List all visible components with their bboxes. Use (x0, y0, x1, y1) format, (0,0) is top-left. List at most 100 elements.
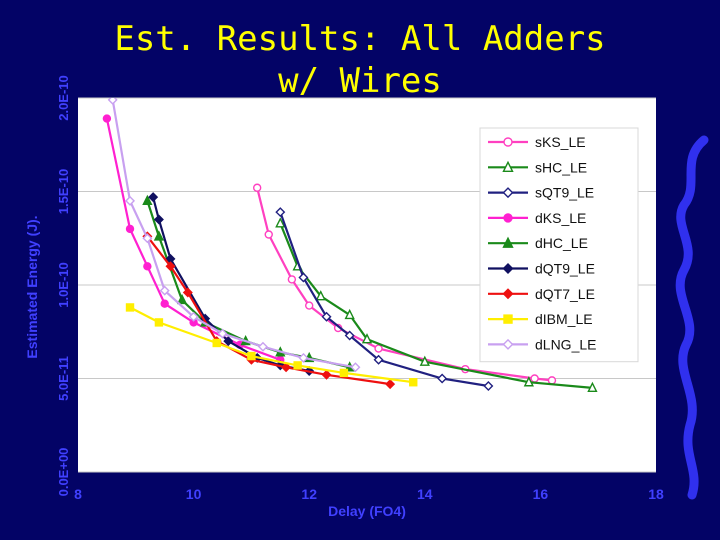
legend-item: dKS_LE (488, 210, 586, 226)
y-tick-label: 0.0E+00 (56, 448, 71, 497)
data-point (153, 214, 164, 225)
slide-title: Est. Results: All Adders w/ Wires (80, 18, 640, 102)
title-line-2: w/ Wires (278, 61, 442, 101)
data-point (315, 290, 326, 301)
data-point (143, 262, 152, 271)
legend-item: dIBM_LE (488, 311, 593, 327)
data-point (502, 338, 514, 350)
data-point (125, 195, 136, 206)
data-point (503, 213, 513, 223)
data-point (374, 344, 383, 353)
data-point (212, 338, 221, 348)
data-point (419, 355, 430, 366)
data-point (503, 137, 513, 147)
data-point (502, 263, 514, 274)
legend-label: dHC_LE (535, 235, 588, 251)
data-point (287, 275, 297, 284)
title-line-1: Est. Results: All Adders (114, 19, 606, 59)
data-point (148, 192, 159, 203)
data-point (385, 379, 396, 390)
legend-label: dLNG_LE (535, 336, 596, 352)
data-point (102, 114, 112, 123)
data-point (125, 224, 135, 234)
series-dks-le (102, 114, 285, 364)
data-point (344, 330, 355, 341)
tick-labels: 0.0E+00 5.0E-11 1.0E-10 1.5E-10 2.0E-10 8 10 12… (56, 75, 664, 502)
data-point (217, 328, 228, 339)
legend-label: sHC_LE (535, 159, 587, 175)
legend: sKS_LE sHC_LE sQT9_LE dKS_LE dHC_LE dQT9_LE dQ… (479, 127, 639, 363)
legend-item: sQT9_LE (488, 185, 594, 201)
y-axis-label: Estimated Energy (J). (24, 215, 40, 358)
data-point (142, 233, 153, 244)
legend-label: dQT9_LE (535, 261, 595, 277)
data-point (247, 351, 256, 361)
data-point (107, 98, 118, 105)
x-tick-label: 8 (74, 486, 82, 502)
legend-label: dQT7_LE (535, 286, 595, 302)
data-point (587, 381, 598, 393)
legend-item: sHC_LE (488, 159, 587, 175)
y-tick-label: 2.0E-10 (56, 75, 71, 121)
x-tick-label: 12 (301, 486, 317, 502)
data-point (502, 236, 514, 248)
x-tick-label: 16 (533, 486, 549, 502)
data-point (547, 376, 557, 385)
data-point (361, 333, 373, 344)
data-point (275, 217, 286, 228)
legend-item: sKS_LE (488, 134, 586, 150)
data-point (142, 194, 153, 206)
legend-label: dIBM_LE (535, 311, 593, 327)
y-tick-label: 1.0E-10 (56, 262, 71, 308)
data-point (223, 336, 234, 347)
data-point (321, 369, 332, 380)
data-point (275, 207, 286, 218)
legend-item: dHC_LE (488, 235, 588, 251)
data-point (160, 299, 169, 308)
legend-label: sQT9_LE (535, 185, 594, 201)
legend-label: sKS_LE (535, 134, 586, 150)
data-point (502, 288, 514, 300)
data-point (257, 341, 268, 352)
data-point (321, 311, 332, 322)
data-point (350, 362, 361, 373)
data-point (502, 187, 514, 199)
data-point (281, 362, 292, 373)
data-point (188, 311, 199, 322)
data-point (523, 376, 534, 387)
data-point (530, 374, 539, 383)
data-point (293, 361, 302, 370)
legend-item: dQT7_LE (488, 286, 595, 302)
data-point (154, 318, 164, 327)
series-sqt9-le (275, 207, 494, 391)
data-point (503, 314, 513, 324)
data-point (165, 261, 176, 272)
x-tick-label: 18 (648, 486, 664, 502)
series-dlng-le (107, 98, 361, 373)
data-point (502, 160, 514, 173)
data-point (159, 285, 170, 296)
data-point (176, 293, 188, 305)
x-tick-label: 10 (186, 486, 202, 502)
data-point (437, 373, 448, 384)
data-point (252, 183, 262, 192)
series-dibm-le (125, 303, 418, 387)
data-point (344, 308, 355, 320)
decorative-squiggle (675, 135, 709, 500)
data-point (483, 380, 494, 391)
legend-item: dQT9_LE (488, 261, 595, 277)
data-point (298, 272, 309, 283)
data-point (373, 354, 384, 365)
y-tick-label: 5.0E-11 (56, 356, 71, 401)
x-axis-label: Delay (FO4) (328, 503, 406, 519)
data-point (339, 368, 349, 378)
data-point (264, 230, 273, 239)
data-point (125, 303, 135, 312)
x-tick-label: 14 (417, 486, 433, 502)
data-point (153, 230, 165, 241)
series-group (102, 98, 598, 393)
legend-item: dLNG_LE (488, 336, 596, 352)
data-point (305, 301, 314, 310)
